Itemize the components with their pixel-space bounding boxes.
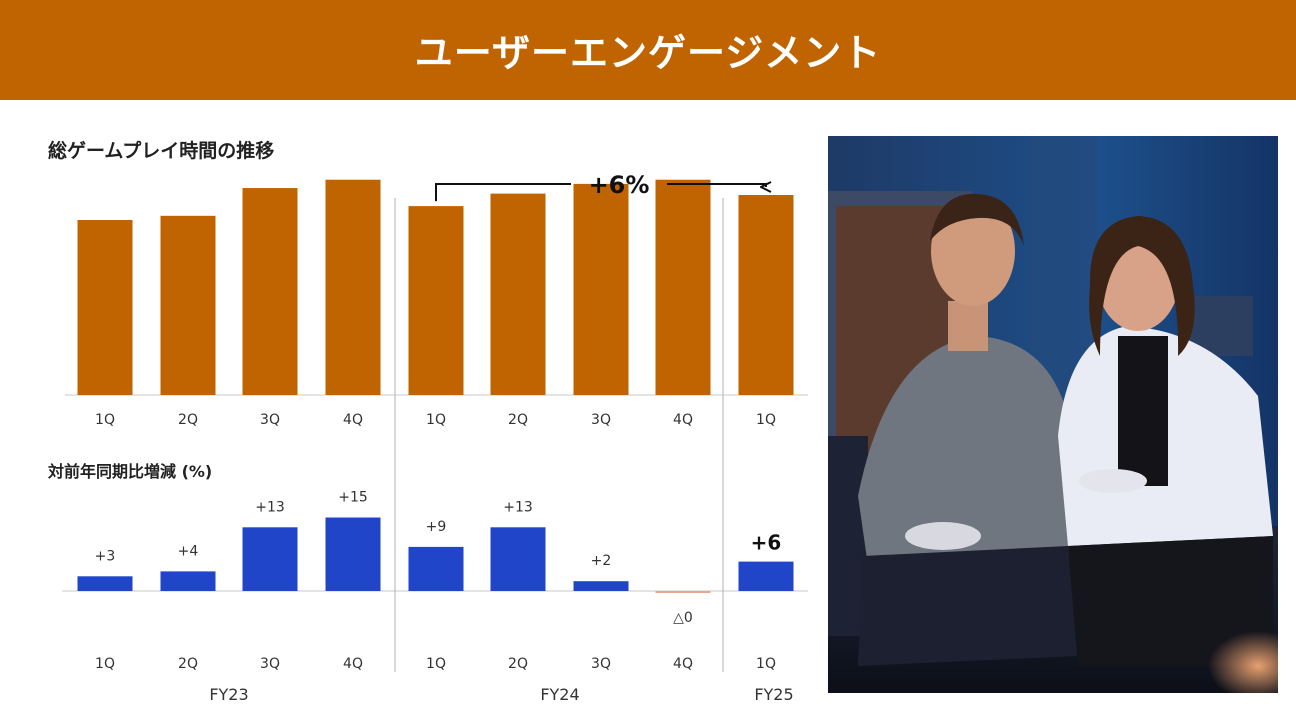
- gaming-couple-photo: [828, 136, 1278, 693]
- yoy-bar: [573, 581, 629, 591]
- yoy-bar: [77, 576, 133, 591]
- yoy-x-tick: 2Q: [508, 656, 528, 672]
- yoy-data-label: +6: [751, 531, 782, 555]
- playtime-x-tick: 2Q: [508, 412, 528, 428]
- yoy-data-label: +3: [95, 548, 116, 564]
- playtime-x-tick: 1Q: [756, 412, 776, 428]
- annotation-bracket-left: [435, 183, 571, 202]
- yoy-x-tick: 1Q: [756, 656, 776, 672]
- yoy-chart-title: 対前年同期比増減 (%): [48, 462, 213, 481]
- yoy-bar: [242, 527, 298, 591]
- yoy-bar: [408, 546, 464, 591]
- yoy-bar: [325, 517, 381, 591]
- yoy-bar: [160, 571, 216, 591]
- fiscal-year-label: FY24: [540, 685, 579, 704]
- yoy-x-tick: 4Q: [673, 656, 693, 672]
- fiscal-year-labels: FY23 FY24 FY25: [209, 685, 793, 704]
- yoy-x-tick: 3Q: [260, 656, 280, 672]
- playtime-bar: [77, 220, 133, 395]
- annotation-bracket-right: [667, 184, 766, 187]
- fiscal-year-label: FY23: [209, 685, 248, 704]
- playtime-bar: [242, 188, 298, 395]
- year-dividers: [394, 198, 724, 672]
- yoy-data-label: +4: [178, 543, 199, 559]
- growth-annotation-label: +6%: [589, 171, 650, 199]
- yoy-data-label: △0: [673, 610, 693, 626]
- playtime-bar: [408, 206, 464, 395]
- yoy-data-label: +13: [255, 499, 285, 515]
- playtime-bar: [655, 179, 711, 395]
- playtime-x-tick: 3Q: [260, 412, 280, 428]
- playtime-x-tick: 4Q: [343, 412, 363, 428]
- playtime-x-tick: 4Q: [673, 412, 693, 428]
- photo-illustration: [828, 136, 1278, 693]
- yoy-data-label: +9: [426, 519, 447, 535]
- yoy-bar-chart: +3 1Q +4 2Q +13 3Q +15 4Q +9 1Q +13 2Q +2 3Q △0 4Q +6 1Q: [62, 490, 808, 672]
- growth-annotation: +6%: [435, 171, 766, 202]
- slide-title: ユーザーエンゲージメント: [414, 31, 882, 75]
- yoy-bar: [490, 527, 546, 591]
- playtime-bar: [325, 179, 381, 395]
- playtime-bar-chart: 1Q 2Q 3Q 4Q 1Q 2Q 3Q 4Q 1Q: [65, 179, 808, 428]
- playtime-bar: [573, 183, 629, 395]
- header-bar: ユーザーエンゲージメント: [0, 0, 1296, 100]
- yoy-x-tick: 4Q: [343, 656, 363, 672]
- playtime-x-tick: 1Q: [426, 412, 446, 428]
- yoy-data-label: +2: [591, 553, 612, 569]
- yoy-x-tick: 3Q: [591, 656, 611, 672]
- playtime-bar: [738, 195, 794, 395]
- yoy-data-label: +15: [338, 490, 368, 506]
- playtime-bar: [160, 215, 216, 395]
- yoy-bar: [738, 561, 794, 591]
- playtime-chart-title: 総ゲームプレイ時間の推移: [48, 140, 275, 162]
- playtime-x-tick: 2Q: [178, 412, 198, 428]
- playtime-bar: [490, 193, 546, 395]
- yoy-x-tick: 1Q: [426, 656, 446, 672]
- yoy-x-tick: 2Q: [178, 656, 198, 672]
- playtime-x-tick: 1Q: [95, 412, 115, 428]
- playtime-x-tick: 3Q: [591, 412, 611, 428]
- yoy-data-label: +13: [503, 499, 533, 515]
- yoy-x-tick: 1Q: [95, 656, 115, 672]
- fiscal-year-label: FY25: [754, 685, 793, 704]
- charts-canvas: 1Q 2Q 3Q 4Q 1Q 2Q 3Q 4Q 1Q +3 1Q +4 2Q +13 3Q +15 4Q +9 1…: [62, 171, 808, 704]
- yoy-bar: [655, 591, 711, 593]
